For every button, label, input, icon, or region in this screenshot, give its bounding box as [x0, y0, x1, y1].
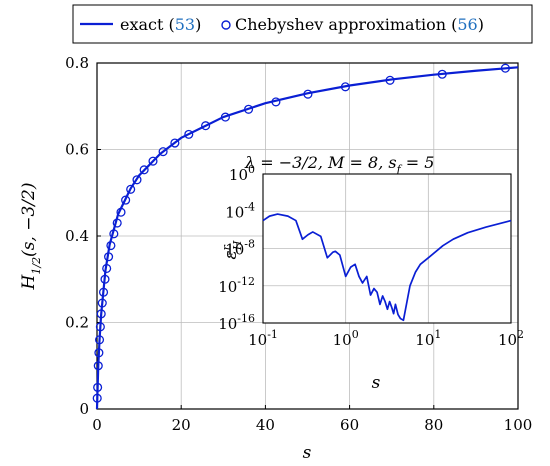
chebyshev-marker	[94, 335, 105, 345]
main-y-tick-label: 0.4	[65, 227, 89, 245]
inset-y-tick-label: 10-16	[218, 312, 255, 333]
main-plot-frame	[96, 62, 519, 410]
parameter-annotation: λ = −3/2, M = 8, sf = 5	[244, 153, 434, 176]
inset-grid	[263, 174, 511, 323]
legend: exact (53) Chebyshev approximation (56)	[72, 4, 533, 44]
error-curve	[262, 213, 512, 322]
legend-entry-exact: exact (53)	[120, 15, 201, 34]
chebyshev-marker	[94, 348, 104, 358]
chebyshev-marker	[109, 229, 119, 239]
chebyshev-marker	[95, 322, 105, 332]
chebyshev-marker	[385, 75, 395, 85]
main-x-tick-label: 0	[92, 416, 102, 434]
main-x-tick-label: 80	[424, 416, 443, 434]
inset-y-tick-label: 10-8	[225, 238, 255, 259]
chebyshev-marker	[112, 218, 122, 228]
inset-x-tick-label: 101	[415, 328, 441, 349]
chebyshev-marker	[303, 89, 313, 99]
chebyshev-marker	[184, 129, 194, 139]
chebyshev-marker	[96, 309, 106, 319]
chebyshev-marker	[271, 97, 281, 107]
chebyshev-marker	[148, 156, 158, 166]
main-y-tick-label: 0.6	[65, 141, 89, 159]
inset-x-tick-label: 10-1	[248, 328, 278, 349]
main-x-tick-label: 20	[172, 416, 191, 434]
inset-y-tick-label: 100	[229, 163, 255, 184]
chebyshev-marker	[100, 274, 110, 284]
legend-entry-chebyshev: Chebyshev approximation (56)	[235, 15, 484, 34]
inset-y-axis-label: εrH	[220, 240, 244, 259]
chebyshev-marker	[116, 207, 126, 217]
chebyshev-marker	[126, 184, 136, 194]
chebyshev-marker	[132, 175, 142, 185]
inset-plot-frame	[262, 173, 512, 324]
main-x-tick-label: 100	[504, 416, 533, 434]
main-y-tick-label: 0.2	[65, 314, 89, 332]
chebyshev-marker	[340, 82, 350, 92]
main-x-tick-label: 60	[340, 416, 359, 434]
main-x-axis-label: s	[303, 443, 312, 463]
main-y-axis-label: H1/2(s, −3/2)	[19, 183, 43, 291]
main-y-tick-label: 0	[79, 400, 89, 418]
chebyshev-marker	[220, 112, 230, 122]
chebyshev-marker	[201, 121, 211, 131]
chebyshev-marker	[102, 263, 112, 273]
inset-series	[262, 213, 512, 322]
inset-tick-labels: 10-1 100 101 102 100 10-4 10-8 10-12 10-16	[218, 163, 524, 349]
chebyshev-marker	[500, 63, 510, 73]
inset-x-tick-label: 100	[333, 328, 359, 349]
chebyshev-marker	[93, 361, 103, 371]
legend-marker-swatch	[221, 20, 231, 30]
chebyshev-marker	[106, 240, 116, 251]
chebyshev-marker	[170, 138, 180, 148]
chebyshev-marker	[244, 104, 254, 114]
inset-x-axis-label: s	[372, 373, 381, 393]
inset-x-tick-label: 102	[498, 328, 524, 349]
chebyshev-marker	[92, 393, 102, 403]
inset-y-tick-label: 10-12	[218, 275, 255, 296]
chebyshev-marker	[121, 195, 131, 205]
chebyshev-marker	[158, 147, 168, 157]
chebyshev-marker	[139, 165, 149, 175]
main-series	[92, 63, 519, 410]
chebyshev-marker	[93, 382, 103, 392]
main-tick-labels: 0 20 40 60 80 100 0 0.2 0.4 0.6 0.8	[65, 54, 532, 434]
main-x-tick-label: 40	[256, 416, 275, 434]
legend-box	[72, 4, 533, 44]
chebyshev-marker	[98, 287, 109, 297]
chebyshev-marker	[97, 298, 107, 308]
chebyshev-marker	[104, 252, 114, 262]
chebyshev-marker	[437, 69, 447, 79]
main-y-tick-label: 0.8	[65, 54, 89, 72]
inset-y-tick-label: 10-4	[225, 200, 255, 221]
